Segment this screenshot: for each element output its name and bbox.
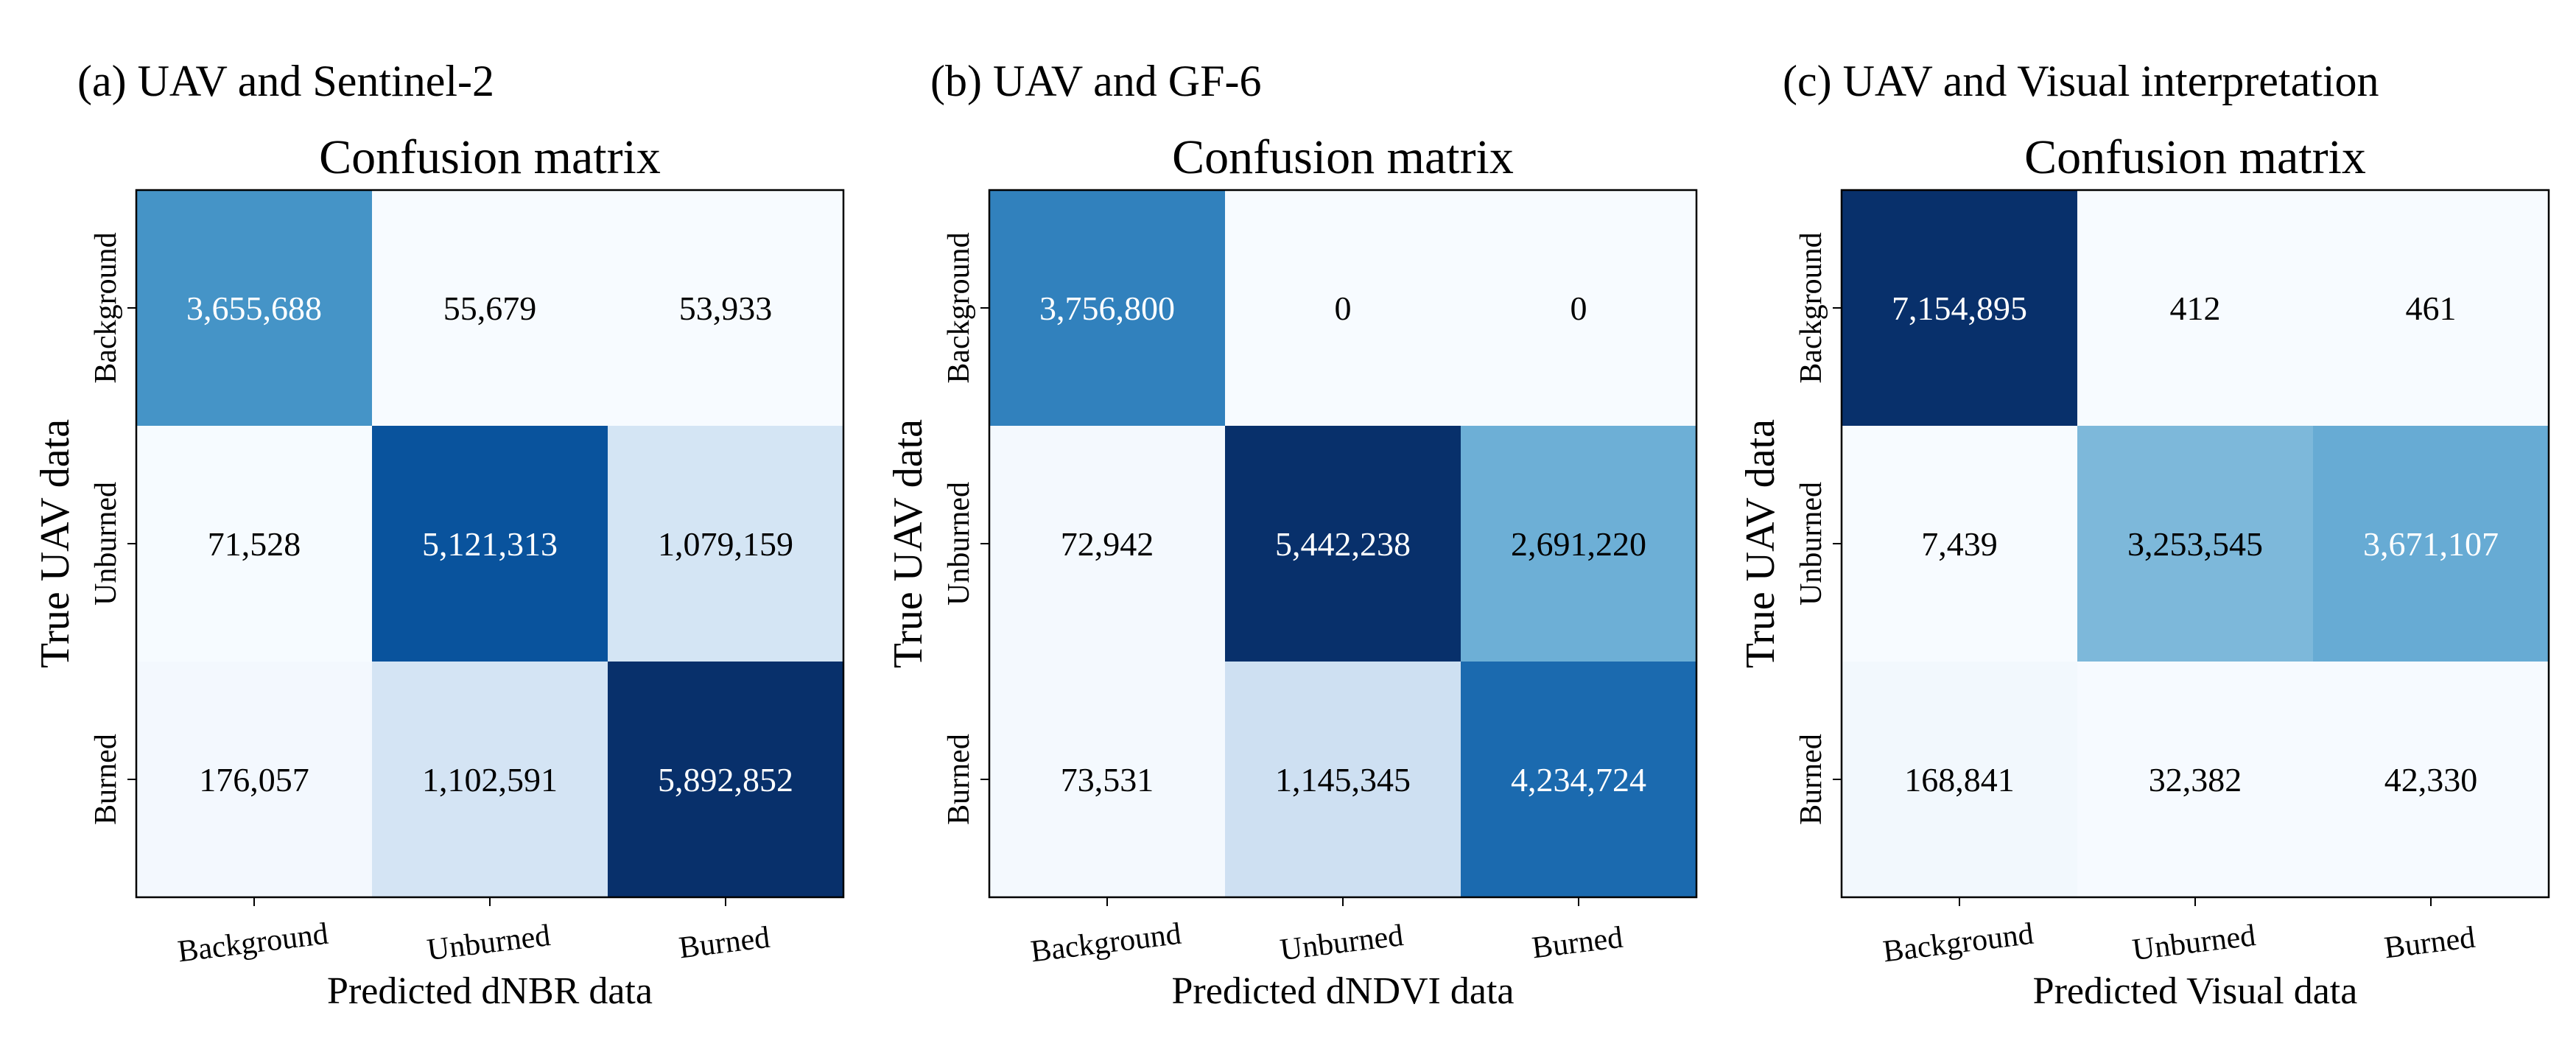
panel-label: (c) UAV and Visual interpretation <box>1783 57 2379 105</box>
cell-value-label: 4,234,724 <box>1511 761 1646 799</box>
cell-value-label: 3,655,688 <box>186 290 322 327</box>
heatmap-cell <box>1461 662 1696 897</box>
y-tick-label: Background <box>942 232 976 383</box>
x-axis-label: Predicted Visual data <box>2033 970 2358 1012</box>
cell-value-label: 0 <box>1570 290 1587 327</box>
x-tick-label: Background <box>176 917 330 969</box>
cell-value-label: 42,330 <box>2384 761 2478 799</box>
heatmap-cell <box>136 426 372 662</box>
cell-value-label: 32,382 <box>2149 761 2242 799</box>
heatmap-cell <box>1842 662 2077 897</box>
cell-value-label: 3,671,107 <box>2363 525 2499 563</box>
cell-value-label: 7,439 <box>1921 525 1998 563</box>
cell-value-label: 176,057 <box>199 761 309 799</box>
y-tick-label: Unburned <box>942 482 976 606</box>
y-axis-label: True UAV data <box>885 419 931 668</box>
panel-2: (b) UAV and GF-6 Confusion matrix 3,756,80… <box>885 57 1698 1012</box>
cell-value-label: 0 <box>1335 290 1352 327</box>
x-tick-label: Background <box>1029 917 1183 969</box>
y-tick-label: Background <box>89 232 123 383</box>
x-tick-label: Unburned <box>2130 919 2257 967</box>
heatmap-cell <box>1842 190 2077 426</box>
heatmap-cell <box>1842 426 2077 662</box>
cell-value-label: 461 <box>2406 290 2457 327</box>
y-tick-label: Burned <box>89 734 123 825</box>
heatmap-cell <box>989 190 1225 426</box>
heatmap-cell <box>372 662 608 897</box>
heatmap-cell <box>608 426 843 662</box>
heatmap-cell <box>1225 190 1461 426</box>
y-tick-label: Background <box>1794 232 1828 383</box>
cell-value-label: 3,253,545 <box>2127 525 2263 563</box>
panel-1: (a) UAV and Sentinel-2 Confusion matrix 3,… <box>32 57 845 1012</box>
x-axis-label: Predicted dNBR data <box>327 970 653 1012</box>
cell-value-label: 5,121,313 <box>422 525 558 563</box>
heatmap-cell <box>989 662 1225 897</box>
heatmap-cell <box>608 662 843 897</box>
cell-value-label: 7,154,895 <box>1892 290 2027 327</box>
cell-value-label: 72,942 <box>1061 525 1154 563</box>
heatmap-cell <box>1225 662 1461 897</box>
x-tick-label: Unburned <box>425 919 552 967</box>
cell-value-label: 71,528 <box>208 525 301 563</box>
y-tick-label: Unburned <box>1794 482 1828 606</box>
heatmap-cell <box>136 190 372 426</box>
chart-title: Confusion matrix <box>1172 130 1514 184</box>
heatmap-cell <box>2313 190 2549 426</box>
chart-title: Confusion matrix <box>319 130 661 184</box>
panel-3: (c) UAV and Visual interpretation Confusi… <box>1738 57 2550 1012</box>
heatmap-cell <box>1461 190 1696 426</box>
y-axis-label: True UAV data <box>1738 419 1783 668</box>
x-tick-label: Burned <box>2382 921 2477 966</box>
cell-value-label: 53,933 <box>679 290 773 327</box>
cell-value-label: 1,145,345 <box>1275 761 1411 799</box>
cell-value-label: 1,079,159 <box>658 525 793 563</box>
y-tick-label: Unburned <box>89 482 123 606</box>
heatmap-cell <box>2313 426 2549 662</box>
panel-label: (b) UAV and GF-6 <box>930 57 1261 105</box>
heatmap-cell <box>2077 426 2313 662</box>
cell-value-label: 1,102,591 <box>422 761 558 799</box>
heatmap-cell <box>372 190 608 426</box>
heatmap-cell <box>989 426 1225 662</box>
cell-value-label: 5,892,852 <box>658 761 793 799</box>
cell-value-label: 2,691,220 <box>1511 525 1646 563</box>
heatmap-cell <box>1461 426 1696 662</box>
y-tick-label: Burned <box>942 734 976 825</box>
x-tick-label: Burned <box>1530 921 1624 966</box>
heatmap-cell <box>136 662 372 897</box>
y-tick-label: Burned <box>1794 734 1828 825</box>
x-axis-label: Predicted dNDVI data <box>1172 970 1515 1012</box>
cell-value-label: 168,841 <box>1904 761 2015 799</box>
x-tick-label: Unburned <box>1278 919 1405 967</box>
heatmap-cell <box>372 426 608 662</box>
cell-value-label: 3,756,800 <box>1039 290 1175 327</box>
x-tick-label: Burned <box>677 921 771 966</box>
y-axis-label: True UAV data <box>32 419 78 668</box>
cell-value-label: 5,442,238 <box>1275 525 1411 563</box>
cell-value-label: 73,531 <box>1061 761 1154 799</box>
cell-value-label: 55,679 <box>443 290 537 327</box>
heatmap-cell <box>2077 662 2313 897</box>
cell-value-label: 412 <box>2170 290 2221 327</box>
panel-label: (a) UAV and Sentinel-2 <box>77 57 494 105</box>
x-tick-label: Background <box>1881 917 2035 969</box>
heatmap-cell <box>608 190 843 426</box>
heatmap-cell <box>2077 190 2313 426</box>
heatmap-cell <box>2313 662 2549 897</box>
chart-title: Confusion matrix <box>2024 130 2366 184</box>
heatmap-cell <box>1225 426 1461 662</box>
